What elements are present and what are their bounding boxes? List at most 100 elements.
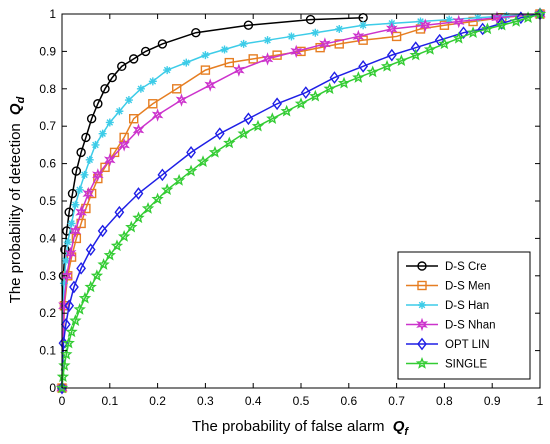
legend-entry: D-S Han [406, 300, 489, 312]
series-line [61, 16, 364, 389]
data-point [309, 89, 322, 102]
data-point [409, 48, 422, 61]
data-point [117, 61, 127, 72]
data-point [311, 28, 320, 37]
data-point [163, 66, 172, 75]
data-point [60, 318, 71, 331]
data-point [196, 155, 210, 167]
x-tick-label: 0.3 [197, 394, 214, 408]
x-tick-label: 0.9 [484, 394, 501, 408]
data-point [191, 28, 201, 38]
data-point [184, 164, 198, 177]
data-point [132, 123, 145, 137]
legend-marker [416, 317, 428, 332]
data-point [220, 45, 229, 54]
x-axis-label-symbol: Q [393, 418, 405, 435]
y-tick-label: 0.7 [39, 119, 56, 133]
data-point [509, 14, 523, 27]
data-point [148, 77, 157, 86]
series-line [61, 13, 541, 389]
data-point [103, 248, 116, 261]
data-point [66, 252, 77, 262]
y-tick-label: 0.4 [39, 231, 56, 245]
data-point [107, 72, 117, 83]
data-point [251, 119, 265, 132]
data-point [458, 26, 469, 40]
y-axis-label: The probability of detection Qd [7, 96, 27, 303]
data-point [100, 84, 110, 94]
data-point [358, 60, 369, 73]
data-point [473, 13, 482, 22]
data-point [81, 132, 91, 143]
data-point [175, 93, 188, 107]
legend-label: D-S Nhan [445, 320, 496, 332]
data-point [80, 170, 89, 179]
plot-area [55, 7, 547, 395]
legend-entry: D-S Nhan [406, 317, 496, 332]
data-point [71, 166, 82, 176]
data-point [97, 224, 108, 238]
data-point [58, 298, 70, 313]
data-point [141, 201, 155, 214]
data-point [491, 11, 503, 25]
data-point [91, 140, 100, 149]
data-point [151, 192, 164, 205]
x-tick-label: 0.7 [388, 394, 405, 408]
legend-entry: D-S Cre [406, 261, 487, 273]
data-point [186, 146, 196, 159]
legend-entry: OPT LIN [406, 337, 490, 351]
data-point [172, 173, 186, 186]
data-point [502, 11, 511, 20]
x-tick-label: 0.5 [293, 394, 310, 408]
x-tick-label: 0.6 [340, 394, 357, 408]
data-point [117, 230, 131, 242]
data-point [329, 71, 340, 84]
x-tick-label: 0 [59, 394, 66, 408]
data-point [305, 14, 316, 25]
data-point [496, 17, 507, 30]
data-point [352, 71, 365, 83]
series-d-s-cre [57, 13, 368, 393]
x-axis-label-subscript: f [404, 426, 409, 438]
legend-entry: D-S Men [406, 281, 490, 293]
legend-label: D-S Han [445, 300, 489, 312]
data-point [151, 108, 164, 122]
data-point [140, 46, 151, 57]
data-point [439, 20, 450, 30]
data-point [69, 224, 82, 238]
data-point [105, 118, 114, 127]
data-point [100, 162, 110, 173]
data-point [69, 280, 79, 294]
data-point [160, 183, 174, 196]
data-point [86, 114, 97, 124]
data-point [67, 188, 78, 199]
y-axis-label-text: The probability of detection [7, 123, 24, 303]
data-point [182, 58, 191, 67]
legend-label: D-S Men [445, 281, 490, 293]
data-point [103, 153, 116, 167]
data-point [69, 314, 82, 326]
data-point [214, 127, 225, 141]
data-point [110, 239, 124, 252]
data-point [97, 258, 110, 270]
data-point [385, 22, 398, 36]
series-single [55, 7, 547, 394]
data-point [452, 31, 465, 44]
x-tick-label: 0.8 [436, 394, 453, 408]
legend-marker [417, 337, 427, 351]
data-point [266, 112, 279, 124]
y-tick-label: 0.1 [39, 344, 56, 358]
x-tick-label: 0.2 [149, 394, 166, 408]
data-point [85, 155, 94, 164]
data-point [75, 185, 84, 194]
data-point [64, 299, 75, 313]
data-point [76, 261, 87, 275]
data-point [125, 220, 138, 233]
data-point [237, 127, 250, 139]
data-point [148, 99, 158, 109]
data-point [521, 11, 535, 24]
y-tick-label: 0.5 [39, 194, 56, 208]
data-point [319, 37, 331, 51]
data-point [61, 256, 70, 265]
data-point [65, 325, 78, 338]
